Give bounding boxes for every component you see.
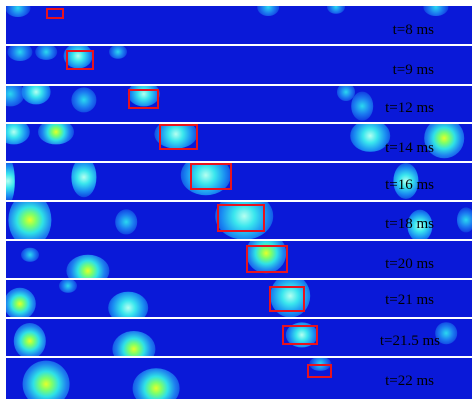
tracking-box	[159, 124, 198, 150]
intensity-spot	[109, 46, 127, 60]
frame-time-label: t=12 ms	[385, 100, 434, 116]
frame-strip	[6, 317, 472, 356]
tracking-box	[282, 325, 318, 345]
intensity-spot	[112, 331, 156, 356]
intensity-spot	[59, 280, 77, 294]
intensity-spot	[71, 87, 97, 113]
intensity-spot	[350, 124, 390, 153]
tracking-box	[46, 8, 64, 19]
frame-time-label: t=18 ms	[385, 216, 434, 232]
intensity-spot	[435, 322, 457, 344]
intensity-spot	[6, 6, 31, 17]
intensity-spot	[108, 291, 148, 317]
frame-strip	[6, 6, 472, 44]
intensity-spot	[127, 86, 161, 107]
intensity-spot	[35, 46, 57, 61]
intensity-spot	[22, 360, 70, 399]
frame-strip	[6, 200, 472, 239]
intensity-spot	[66, 254, 110, 278]
intensity-spot	[38, 124, 74, 145]
tracking-box	[307, 364, 332, 378]
frame-time-label: t=14 ms	[385, 140, 434, 156]
frame-strip	[6, 84, 472, 122]
intensity-spot	[6, 86, 25, 107]
tracking-box	[190, 163, 232, 190]
frame-strip	[6, 239, 472, 278]
intensity-spot	[257, 6, 279, 16]
intensity-spot	[337, 86, 355, 101]
frame-time-label: t=9 ms	[392, 62, 434, 78]
frame-stack	[6, 6, 472, 399]
intensity-spot	[6, 163, 16, 200]
intensity-spot	[132, 368, 180, 399]
tracking-box	[246, 245, 288, 273]
frame-time-label: t=20 ms	[385, 256, 434, 272]
intensity-spot	[393, 163, 419, 199]
intensity-spot	[8, 202, 52, 239]
frame-time-label: t=16 ms	[385, 177, 434, 193]
frame-time-label: t=21.5 ms	[379, 333, 440, 349]
frame-strip	[6, 122, 472, 161]
intensity-spot	[71, 163, 97, 197]
intensity-spot	[6, 287, 37, 317]
frame-strip	[6, 278, 472, 317]
intensity-spot	[407, 209, 433, 239]
tracking-box	[217, 204, 265, 232]
frame-time-label: t=8 ms	[392, 22, 434, 38]
intensity-spot	[21, 247, 39, 263]
intensity-spot	[115, 209, 137, 235]
tracking-box	[269, 286, 305, 312]
intensity-spot	[457, 207, 472, 233]
frame-time-label: t=21 ms	[385, 292, 434, 308]
intensity-spot	[154, 124, 198, 149]
frame-strip	[6, 44, 472, 84]
intensity-spot	[423, 6, 449, 16]
intensity-spot	[351, 91, 373, 121]
intensity-spot	[21, 86, 51, 105]
intensity-spot	[7, 46, 33, 61]
intensity-spot	[424, 124, 464, 158]
frame-strip	[6, 161, 472, 200]
intensity-spot	[327, 6, 345, 15]
intensity-spot	[13, 323, 47, 356]
frame-time-label: t=22 ms	[385, 373, 434, 389]
intensity-spot	[6, 124, 31, 145]
frame-strip	[6, 356, 472, 399]
tracking-box	[66, 50, 94, 70]
tracking-box	[128, 89, 159, 109]
